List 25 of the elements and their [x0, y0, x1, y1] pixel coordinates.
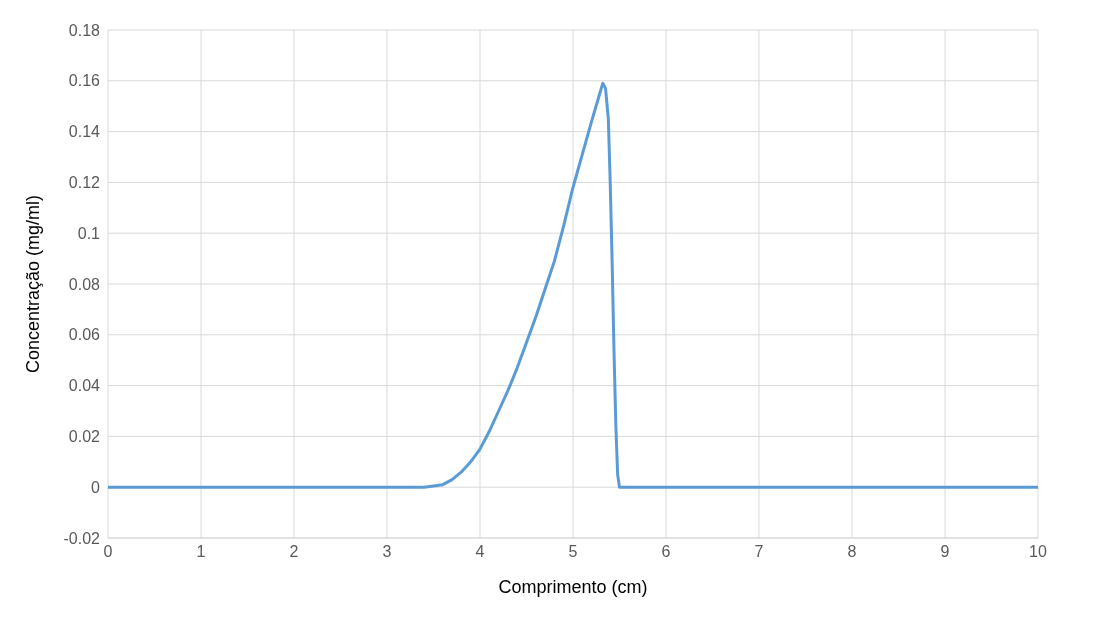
y-tick-label: 0.14 — [68, 123, 101, 141]
y-tick-label: 0.06 — [68, 326, 101, 344]
y-tick-label: 0.12 — [68, 174, 101, 192]
x-axis-title: Comprimento (cm) — [498, 577, 648, 597]
y-tick-label: 0.08 — [68, 275, 101, 293]
x-tick-label: 7 — [754, 543, 764, 561]
y-tick-label: 0.16 — [68, 72, 101, 90]
x-tick-label: 6 — [661, 543, 671, 561]
x-tick-label: 3 — [382, 543, 392, 561]
x-tick-label: 9 — [940, 543, 950, 561]
x-tick-label: 1 — [196, 543, 206, 561]
x-tick-label: 5 — [568, 543, 578, 561]
y-tick-label: 0.02 — [68, 428, 101, 446]
y-axis-title: Concentração (mg/ml) — [23, 194, 44, 374]
y-tick-label: -0.02 — [63, 529, 101, 547]
y-tick-label: 0.04 — [68, 377, 101, 395]
x-tick-label: 2 — [289, 543, 299, 561]
x-tick-label: 4 — [475, 543, 485, 561]
x-tick-label: 10 — [1029, 543, 1047, 561]
x-tick-label: 8 — [847, 543, 857, 561]
x-tick-label: 0 — [103, 543, 113, 561]
y-tick-label: 0.1 — [77, 224, 101, 242]
y-tick-label: 0 — [91, 478, 101, 496]
line-series — [108, 81, 1038, 489]
y-tick-label: 0.18 — [68, 21, 101, 39]
